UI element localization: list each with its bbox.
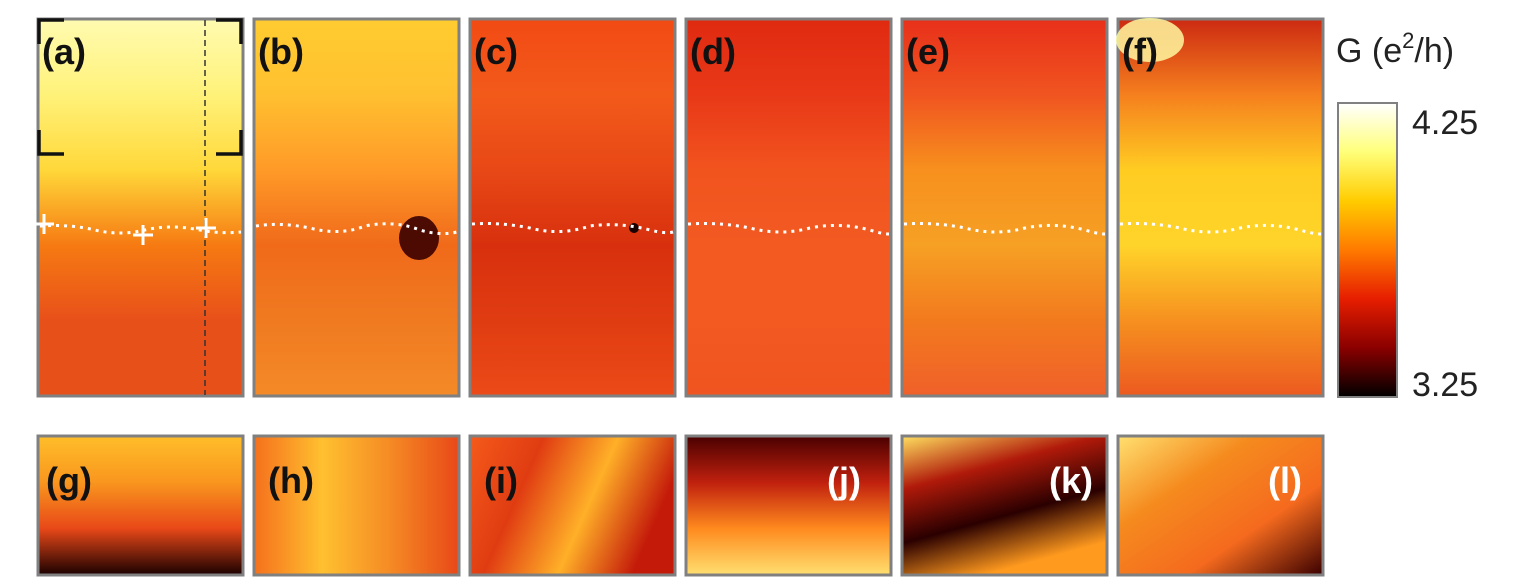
dotted-boundary-b (255, 222, 458, 236)
panel-l-map (1116, 434, 1325, 577)
panel-c: (c) (468, 17, 677, 398)
panel-j: (j) (684, 434, 893, 577)
panel-a: (a) (34, 17, 245, 398)
colorbar-title: G (e2/h) (1336, 28, 1454, 70)
colorbar-title-sup: 2 (1402, 28, 1414, 53)
colorbar-max-label: 4.25 (1412, 104, 1478, 142)
dotted-boundary-e (903, 222, 1106, 236)
panel-label-l: (l) (1268, 460, 1302, 501)
panel-label-e: (e) (906, 31, 950, 72)
panel-b: (b) (252, 17, 461, 398)
cross-marker (196, 218, 216, 238)
panel-a-cross-markers (34, 214, 216, 245)
panel-d: (d) (684, 17, 893, 398)
panel-f-map (1116, 17, 1325, 398)
panel-e: (e) (900, 17, 1109, 398)
cross-marker (133, 225, 153, 245)
cross-marker (34, 214, 54, 234)
panel-label-f: (f) (1122, 31, 1158, 72)
panel-g: (g) (36, 434, 245, 577)
panel-label-d: (d) (690, 31, 736, 72)
dotted-boundary-c (471, 222, 674, 235)
panel-h-map (252, 434, 461, 577)
panel-j-map (684, 434, 893, 577)
colorbar-strip (1337, 102, 1398, 398)
panel-b-dark-spot (399, 216, 439, 260)
panel-i-map (468, 434, 677, 577)
panel-label-a: (a) (42, 31, 86, 72)
panel-a-corner-brackets (37, 18, 243, 156)
panel-b-map (252, 17, 461, 398)
panel-i: (i) (468, 434, 677, 577)
panel-f: (f) (1116, 17, 1325, 398)
panel-label-j: (j) (827, 460, 861, 501)
panel-label-i: (i) (484, 460, 518, 501)
panel-k: (k) (900, 434, 1109, 577)
panel-h: (h) (252, 434, 461, 577)
colorbar-title-suffix: /h) (1414, 32, 1454, 70)
panel-k-map (900, 434, 1109, 577)
dotted-boundary-a (39, 224, 242, 235)
panel-label-k: (k) (1049, 460, 1093, 501)
panel-label-c: (c) (474, 31, 518, 72)
panel-g-map (36, 434, 245, 577)
panel-f-bright-corner (1116, 18, 1184, 62)
panel-c-map (468, 17, 677, 398)
panel-a-map (36, 17, 245, 398)
panel-l: (l) (1116, 434, 1325, 577)
colorbar-min-label: 3.25 (1412, 366, 1478, 404)
panel-label-b: (b) (258, 31, 304, 72)
panel-label-g: (g) (46, 460, 92, 501)
dotted-boundary-f (1119, 222, 1322, 236)
panel-label-h: (h) (268, 460, 314, 501)
dotted-boundary-lines (39, 222, 1322, 236)
panel-d-map (684, 17, 893, 398)
panel-c-dark-spot (629, 223, 639, 233)
panel-e-map (900, 17, 1109, 398)
colorbar: G (e2/h) 4.25 3.25 (1336, 28, 1478, 404)
dotted-boundary-d (687, 222, 890, 236)
colorbar-title-prefix: G (e (1336, 32, 1402, 70)
